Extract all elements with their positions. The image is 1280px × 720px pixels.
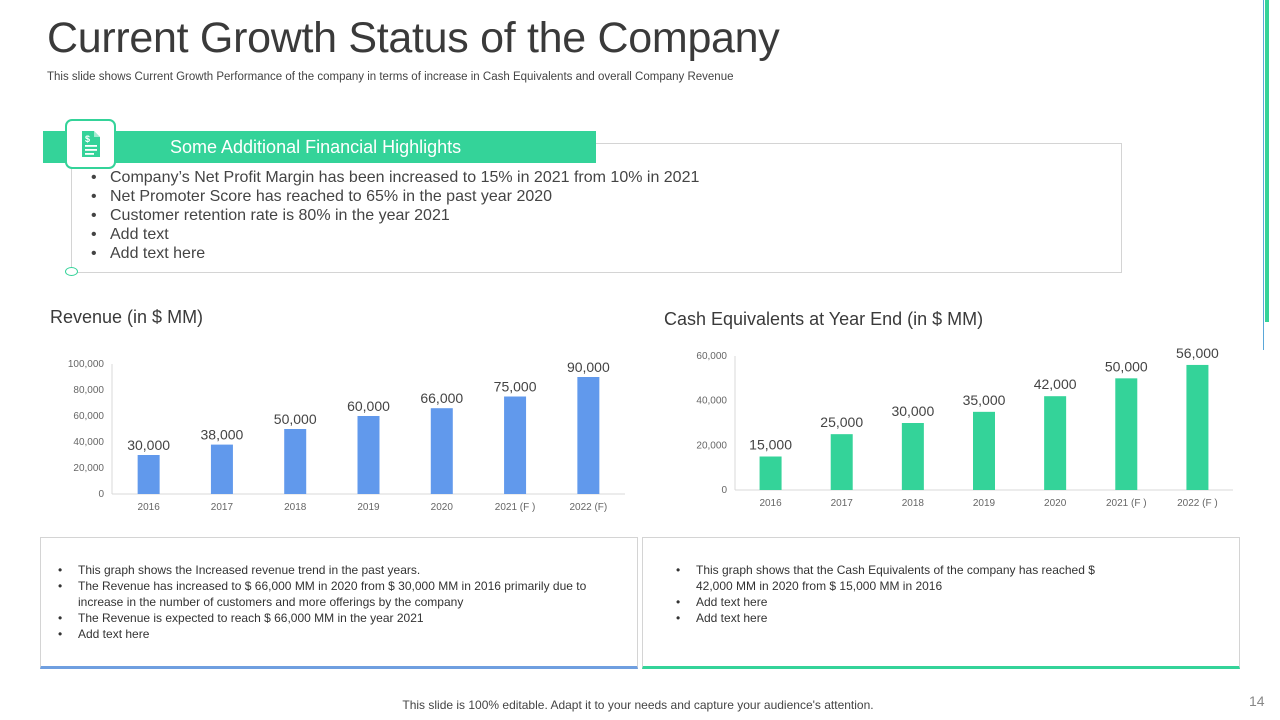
highlight-item: Add text here — [91, 244, 699, 263]
revenue-x-tick-label: 2022 (F) — [569, 502, 607, 513]
revenue-y-tick-label: 100,000 — [68, 359, 105, 370]
footer-note: This slide is 100% editable. Adapt it to… — [402, 698, 874, 712]
cash-value-label: 35,000 — [963, 392, 1006, 408]
cash-bar — [1044, 396, 1067, 490]
cash-equivalents-chart: 0 20,000 40,000 60,000 15,000 2016 25,000 2017 3… — [696, 345, 1233, 509]
revenue-x-tick-label: 2018 — [284, 502, 307, 513]
cash-bar — [1115, 378, 1138, 490]
revenue-bar — [357, 416, 380, 494]
page-number: 14 — [1249, 693, 1265, 709]
revenue-value-label: 38,000 — [201, 427, 244, 443]
revenue-x-tick-label: 2021 (F ) — [495, 502, 536, 513]
revenue-y-tick-label: 0 — [98, 489, 104, 500]
cash-y-tick-label: 0 — [721, 485, 727, 496]
revenue-value-label: 66,000 — [420, 390, 463, 406]
cash-notes-list: This graph shows that the Cash Equivalen… — [676, 562, 1096, 626]
cash-note-item: Add text here — [676, 594, 1096, 610]
revenue-chart-title: Revenue (in $ MM) — [50, 307, 204, 327]
cash-bar — [759, 456, 782, 490]
cash-y-tick-label: 40,000 — [696, 396, 727, 407]
cash-y-tick-label: 60,000 — [696, 351, 727, 362]
revenue-y-tick-label: 40,000 — [73, 437, 104, 448]
cash-value-label: 15,000 — [749, 437, 792, 453]
cash-y-tick-label: 20,000 — [696, 440, 727, 451]
cash-notes-panel: This graph shows that the Cash Equivalen… — [642, 537, 1240, 669]
cash-value-label: 42,000 — [1034, 376, 1077, 392]
highlights-banner — [43, 131, 596, 163]
cash-x-tick-label: 2020 — [1044, 498, 1067, 509]
right-accent-bar — [1265, 0, 1269, 322]
revenue-bar — [284, 429, 307, 494]
revenue-bar — [504, 396, 527, 494]
revenue-value-label: 50,000 — [274, 411, 317, 427]
revenue-x-tick-label: 2016 — [138, 502, 161, 513]
highlights-handle-dot — [65, 267, 78, 276]
revenue-bar — [210, 444, 233, 494]
revenue-value-label: 30,000 — [127, 437, 170, 453]
revenue-x-tick-label: 2020 — [431, 502, 454, 513]
svg-text:$: $ — [85, 134, 90, 144]
cash-value-label: 30,000 — [891, 403, 934, 419]
cash-chart-title: Cash Equivalents at Year End (in $ MM) — [664, 309, 984, 329]
right-edge-line — [1263, 0, 1264, 350]
cash-note-item: Add text here — [676, 610, 1096, 626]
revenue-note-item: The Revenue is expected to reach $ 66,00… — [58, 610, 630, 626]
highlight-item: Company’s Net Profit Margin has been inc… — [91, 168, 699, 187]
revenue-bar — [577, 377, 600, 494]
revenue-y-tick-label: 60,000 — [73, 411, 104, 422]
revenue-value-label: 75,000 — [494, 379, 537, 395]
page-subtitle: This slide shows Current Growth Performa… — [47, 71, 734, 83]
cash-x-tick-label: 2021 (F ) — [1106, 498, 1147, 509]
revenue-value-label: 60,000 — [347, 398, 390, 414]
revenue-note-item: The Revenue has increased to $ 66,000 MM… — [58, 578, 630, 610]
revenue-y-tick-label: 80,000 — [73, 385, 104, 396]
revenue-bar — [137, 455, 160, 494]
revenue-value-label: 90,000 — [567, 359, 610, 375]
revenue-y-tick-label: 20,000 — [73, 463, 104, 474]
highlight-item: Customer retention rate is 80% in the ye… — [91, 206, 699, 225]
cash-bar — [973, 411, 995, 490]
cash-x-tick-label: 2022 (F ) — [1177, 498, 1218, 509]
financial-document-icon: $ — [65, 119, 116, 169]
page-title: Current Growth Status of the Company — [47, 14, 780, 62]
cash-x-tick-label: 2018 — [902, 498, 925, 509]
highlights-panel — [71, 143, 1122, 273]
revenue-x-tick-label: 2017 — [211, 502, 234, 513]
revenue-bar — [430, 408, 453, 494]
revenue-notes-list: This graph shows the Increased revenue t… — [58, 562, 630, 642]
revenue-notes-panel: This graph shows the Increased revenue t… — [40, 537, 638, 669]
revenue-note-item: This graph shows the Increased revenue t… — [58, 562, 630, 578]
cash-note-item: This graph shows that the Cash Equivalen… — [676, 562, 1096, 594]
cash-x-tick-label: 2016 — [759, 498, 782, 509]
revenue-chart: 0 20,000 40,000 60,000 80,000 100,000 30,000 20… — [68, 359, 625, 513]
revenue-note-item: Add text here — [58, 626, 630, 642]
cash-bar — [901, 423, 924, 490]
highlight-item: Net Promoter Score has reached to 65% in… — [91, 187, 699, 206]
highlights-list: Company’s Net Profit Margin has been inc… — [91, 168, 699, 263]
highlights-heading: Some Additional Financial Highlights — [170, 137, 462, 157]
cash-value-label: 25,000 — [820, 414, 863, 430]
cash-x-tick-label: 2019 — [973, 498, 996, 509]
cash-bar — [830, 434, 853, 490]
cash-x-tick-label: 2017 — [831, 498, 854, 509]
cash-bar — [1186, 364, 1209, 490]
cash-value-label: 50,000 — [1105, 358, 1148, 374]
revenue-x-tick-label: 2019 — [357, 502, 380, 513]
highlight-item: Add text — [91, 225, 699, 244]
cash-value-label: 56,000 — [1176, 345, 1219, 361]
